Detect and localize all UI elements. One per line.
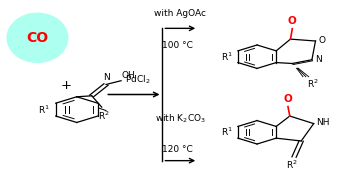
Text: 100 °C: 100 °C bbox=[162, 41, 193, 50]
Text: OH: OH bbox=[122, 71, 136, 80]
Text: R$^2$: R$^2$ bbox=[307, 78, 318, 90]
Text: R$^1$: R$^1$ bbox=[221, 50, 233, 63]
Text: with K$_2$CO$_3$: with K$_2$CO$_3$ bbox=[155, 113, 206, 125]
Text: PdCl$_2$: PdCl$_2$ bbox=[125, 74, 150, 86]
Text: with AgOAc: with AgOAc bbox=[154, 9, 206, 18]
Text: O: O bbox=[283, 94, 292, 104]
Text: N: N bbox=[103, 73, 110, 82]
Text: R$^2$: R$^2$ bbox=[98, 109, 109, 122]
Text: NH: NH bbox=[316, 118, 330, 127]
Text: N: N bbox=[316, 55, 322, 64]
Text: +: + bbox=[61, 79, 71, 91]
Text: R$^1$: R$^1$ bbox=[221, 126, 233, 139]
Text: CO: CO bbox=[26, 31, 49, 45]
Text: O: O bbox=[318, 36, 325, 45]
Ellipse shape bbox=[7, 13, 68, 62]
Text: R$^2$: R$^2$ bbox=[286, 159, 298, 171]
Text: O: O bbox=[288, 16, 297, 26]
Text: 120 °C: 120 °C bbox=[162, 145, 193, 154]
Text: R$^1$: R$^1$ bbox=[38, 103, 50, 116]
